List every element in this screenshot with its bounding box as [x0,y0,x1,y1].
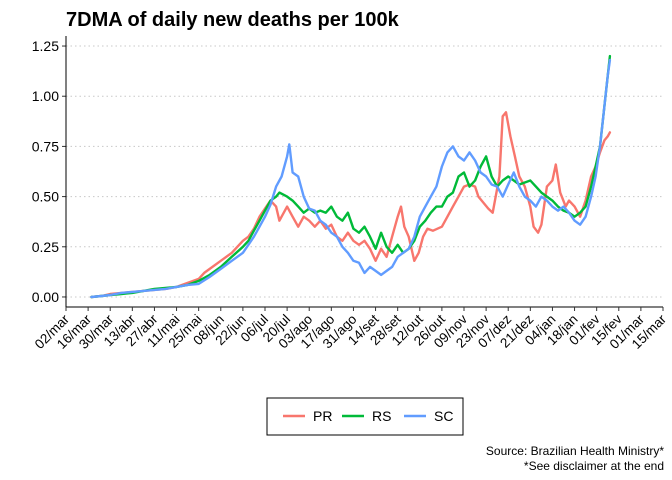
series-line-rs [90,54,612,299]
legend-label-rs: RS [372,408,391,424]
series-line-pr [90,111,612,299]
caption-line: *See disclaimer at the end [524,459,664,473]
y-tick-label: 1.25 [32,38,59,54]
caption-line: Source: Brazilian Health Ministry* [486,444,664,458]
y-tick-label: 0.25 [32,239,59,255]
series-line-sc [90,58,612,299]
y-tick-label: 0.00 [32,289,59,305]
plot-panel: 0.000.250.500.751.001.2502/mar16/mar30/m… [32,36,669,352]
legend-label-pr: PR [313,408,332,424]
legend: PR RS SC [266,397,464,436]
y-tick-label: 0.75 [32,138,59,154]
legend-label-sc: SC [434,408,453,424]
y-tick-label: 1.00 [32,88,59,104]
y-tick-label: 0.50 [32,189,59,205]
caption-block: Source: Brazilian Health Ministry**See d… [486,444,664,473]
chart-title: 7DMA of daily new deaths per 100k [66,9,400,31]
